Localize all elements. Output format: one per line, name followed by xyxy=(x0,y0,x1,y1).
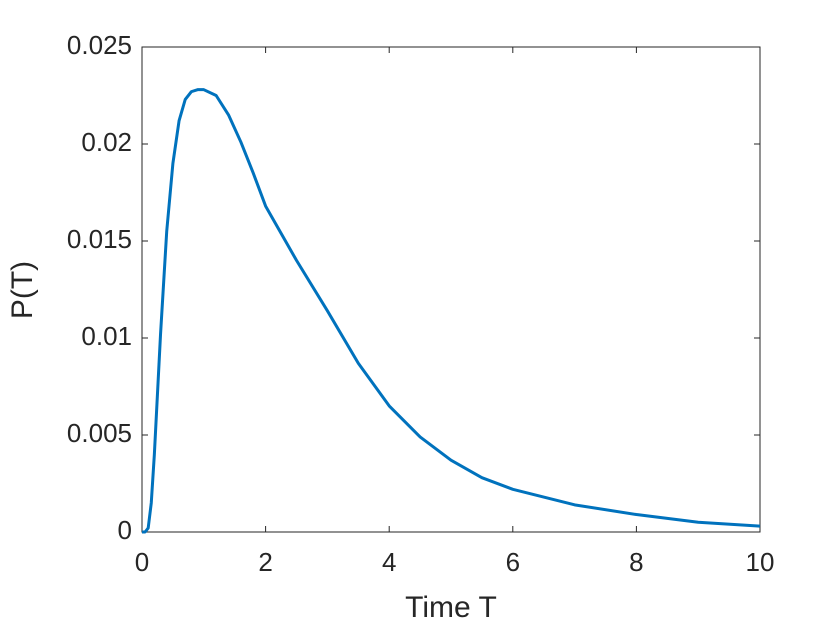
plot-area xyxy=(141,46,761,533)
y-tick-label: 0.005 xyxy=(67,418,132,448)
y-tick-label: 0 xyxy=(118,515,132,545)
x-axis-label: Time T xyxy=(405,591,497,624)
x-tick-label: 4 xyxy=(382,547,396,577)
x-tick-label: 8 xyxy=(629,547,643,577)
y-tick-label: 0.01 xyxy=(81,321,132,351)
x-tick-label: 0 xyxy=(135,547,149,577)
y-tick-label: 0.02 xyxy=(81,127,132,157)
y-tick-label: 0.025 xyxy=(67,30,132,60)
x-tick-label: 6 xyxy=(506,547,520,577)
y-tick-label: 0.015 xyxy=(67,224,132,254)
x-tick-label: 2 xyxy=(258,547,272,577)
y-axis-label: P(T) xyxy=(6,261,39,319)
x-tick-label: 10 xyxy=(746,547,775,577)
data-line xyxy=(142,88,761,534)
